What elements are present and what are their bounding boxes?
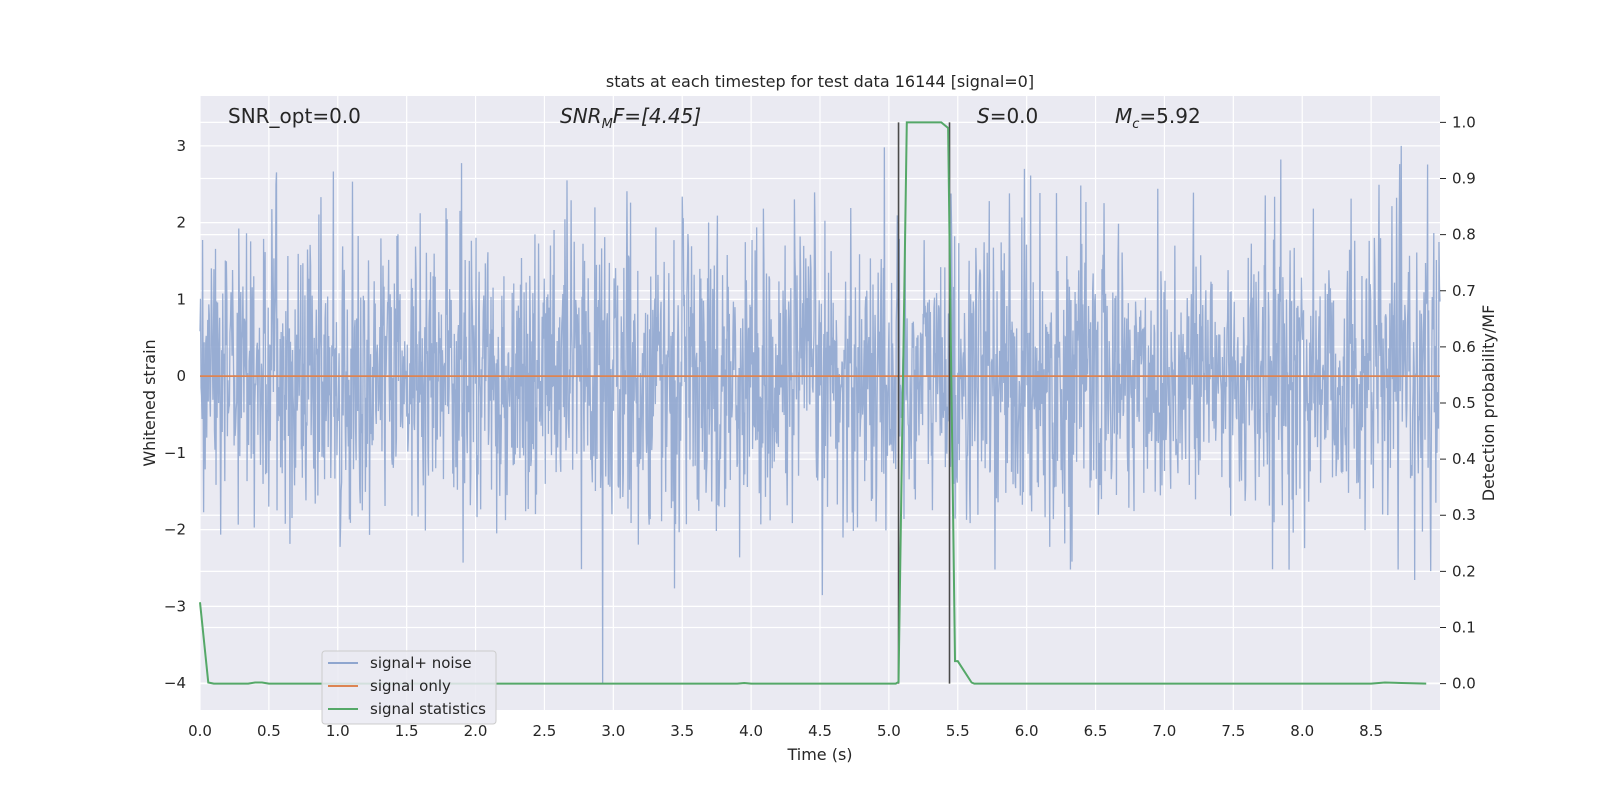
y-axis-label: Whitened strain (140, 339, 159, 466)
x-tick-label: 8.0 (1290, 722, 1314, 740)
chart-title: stats at each timestep for test data 161… (606, 72, 1034, 91)
x-tick-label: 3.0 (601, 722, 625, 740)
y2-tick-label: 0.5 (1452, 394, 1476, 412)
legend-box (321, 650, 497, 725)
y2-tick-label: 0.1 (1452, 618, 1476, 636)
x-tick-label: 7.0 (1153, 722, 1177, 740)
legend-label-signal-only: signal only (370, 677, 451, 695)
signal-statistics-line (199, 121, 1427, 685)
x-tick-label: 6.0 (1015, 722, 1039, 740)
y2-axis-ticks: 1.0 0.9 0.8 0.7 0.6 0.5 0.4 0.3 0.2 0.1 0.0 (1440, 113, 1476, 693)
y2-tick-label: 0.4 (1452, 450, 1476, 468)
legend-label-signal-plus-noise: signal+ noise (370, 654, 472, 672)
y-axis-ticks: 3 2 1 0 −1 −2 −3 −4 (164, 137, 186, 692)
y-tick-label: 3 (176, 137, 186, 155)
x-tick-label: 7.5 (1221, 722, 1245, 740)
y-tick-label: −1 (164, 444, 186, 462)
annotation-mc-sub: c (1132, 117, 1139, 132)
annotation-mc-base: M (1115, 104, 1132, 128)
y-tick-label: 0 (176, 367, 186, 385)
y2-tick-label: 0.2 (1452, 562, 1476, 580)
annotation-s-base: S (977, 104, 990, 128)
x-tick-label: 0.5 (257, 722, 281, 740)
x-tick-label: 2.5 (533, 722, 557, 740)
x-tick-label: 4.0 (739, 722, 763, 740)
y-tick-label: 2 (176, 214, 186, 232)
x-tick-label: 2.0 (464, 722, 488, 740)
annotation-s: S=0.0 (977, 104, 1038, 128)
series-signal-plus-noise (199, 145, 1441, 684)
y2-tick-label: 0.0 (1452, 675, 1476, 693)
y2-tick-label: 0.8 (1452, 226, 1476, 244)
x-tick-label: 0.0 (188, 722, 212, 740)
y2-tick-label: 1.0 (1452, 113, 1476, 131)
signal-plus-noise-line (199, 145, 1441, 684)
x-tick-label: 5.0 (877, 722, 901, 740)
x-tick-label: 6.5 (1084, 722, 1108, 740)
y2-axis-label: Detection probability/MF (1479, 305, 1498, 502)
x-axis-label: Time (s) (786, 745, 852, 764)
annotation-snr-mf: SNRMF=[4.45] (560, 104, 701, 132)
x-tick-label: 8.5 (1359, 722, 1383, 740)
annotation-snr-mf-base: SNR (560, 104, 602, 128)
y-tick-label: −2 (164, 521, 186, 539)
y-tick-label: −4 (164, 674, 186, 692)
annotation-mc: Mc=5.92 (1115, 104, 1201, 132)
y2-tick-label: 0.6 (1452, 338, 1476, 356)
annotation-s-rest: =0.0 (990, 104, 1039, 128)
annotation-snr-mf-sub: M (602, 117, 613, 132)
legend-label-signal-statistics: signal statistics (370, 700, 486, 718)
x-tick-label: 5.5 (946, 722, 970, 740)
x-tick-label: 1.0 (326, 722, 350, 740)
annotation-snr-opt: SNR_opt=0.0 (228, 104, 361, 128)
x-tick-label: 1.5 (395, 722, 419, 740)
annotation-snr-mf-rest: F=[4.45] (613, 104, 701, 128)
y-tick-label: −3 (164, 597, 186, 615)
legend: signal+ noise signal only signal statist… (321, 650, 497, 725)
y2-tick-label: 0.7 (1452, 282, 1476, 300)
series-signal-statistics (199, 121, 1427, 685)
annotation-mc-rest: =5.92 (1139, 104, 1200, 128)
y2-tick-label: 0.3 (1452, 506, 1476, 524)
y-tick-label: 1 (176, 290, 186, 308)
x-axis-ticks: 0.0 0.5 1.0 1.5 2.0 2.5 3.0 3.5 4.0 4.5 5.0 5.5 6.0 6… (188, 722, 1383, 740)
y2-tick-label: 0.9 (1452, 170, 1476, 188)
x-tick-label: 4.5 (808, 722, 832, 740)
x-tick-label: 3.5 (670, 722, 694, 740)
